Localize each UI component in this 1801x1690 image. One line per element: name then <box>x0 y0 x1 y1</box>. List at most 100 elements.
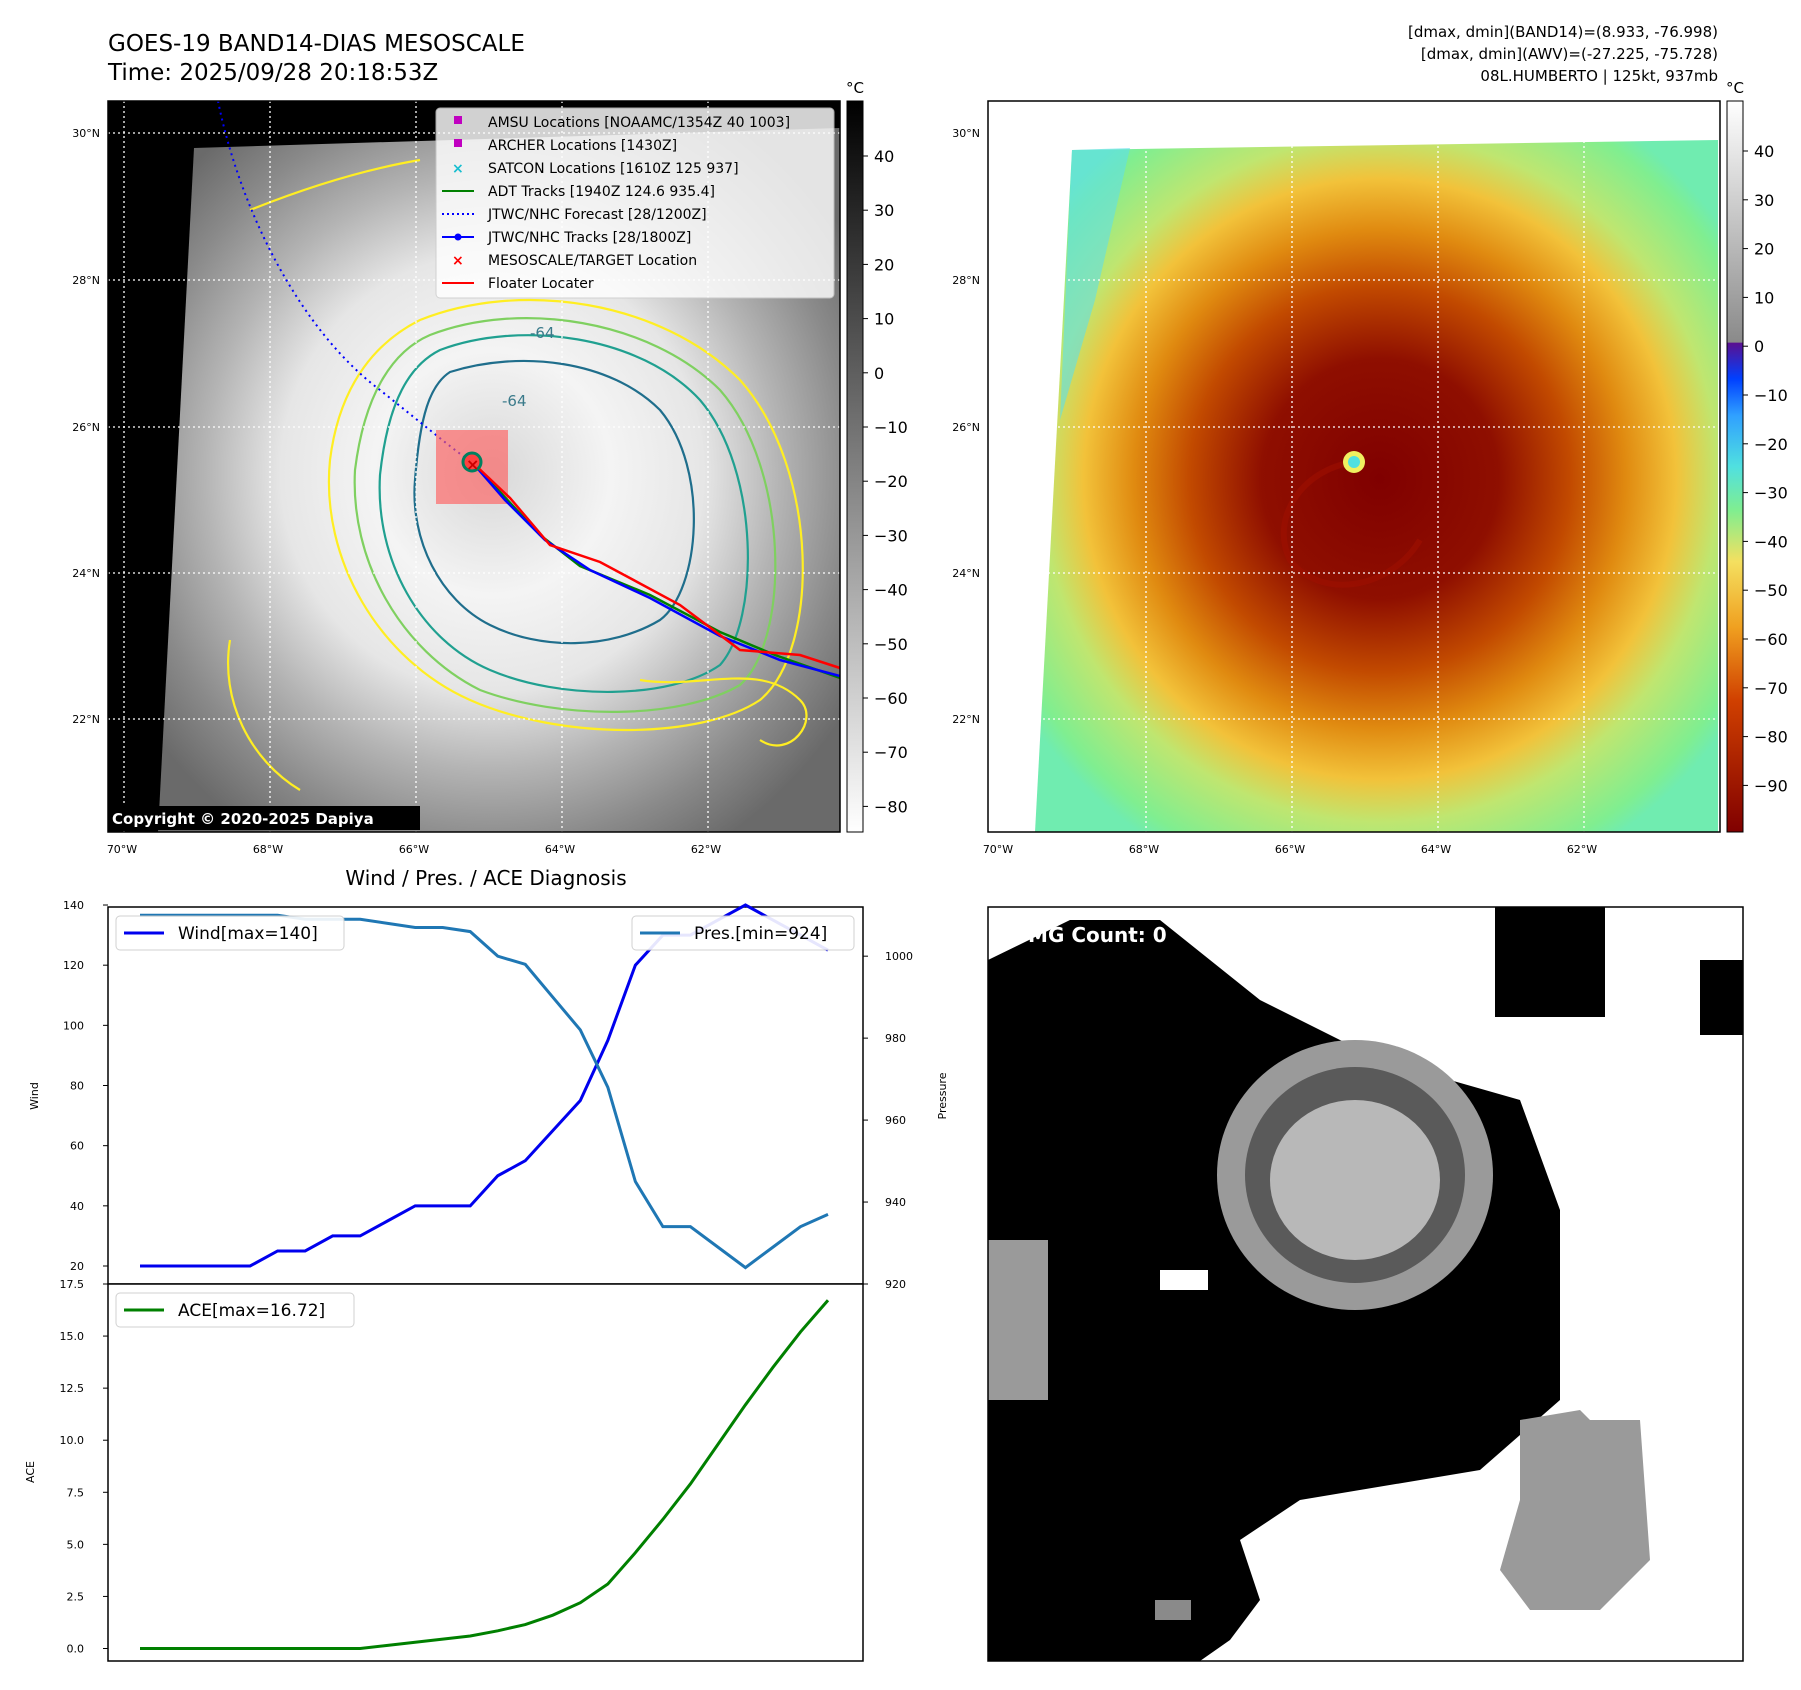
ir-cbar-tick-label-4: 0 <box>874 364 884 383</box>
ir-colorbar-unit: °C <box>846 79 864 97</box>
pressure-tick-label-1: 940 <box>885 1196 906 1209</box>
pressure-tick-label-3: 980 <box>885 1032 906 1045</box>
ace-tick-label-1: 2.5 <box>67 1590 85 1603</box>
awv-dry-patch <box>1060 148 1130 420</box>
wind-tick-label-5: 120 <box>63 959 84 972</box>
awv-gridlines <box>988 101 1720 832</box>
awv-lon-label-64: 64°W <box>1421 843 1451 856</box>
ir-frame <box>107 100 841 833</box>
awv-lat-label-30: 30°N <box>952 127 980 140</box>
legend-jtwc: JTWC/NHC Tracks [28/1800Z] <box>487 230 691 246</box>
contour-label-inner: -64 <box>502 392 527 410</box>
wind-legend: Wind[max=140] <box>115 915 345 951</box>
awv-cbar-tick-label-3: 10 <box>1754 288 1774 307</box>
wmg-eye <box>1270 1100 1440 1260</box>
wind-tick-label-4: 100 <box>63 1019 84 1032</box>
floater-track <box>471 461 840 670</box>
awv-cbar-tick-label-5: −10 <box>1754 386 1788 405</box>
legend-marker-amsu <box>454 116 462 124</box>
ir-cbar-tick-label-11: −70 <box>874 743 908 762</box>
legend-dot-jtwc <box>454 233 462 241</box>
lon-label-62: 62°W <box>691 843 721 856</box>
ir-cbar-tick-label-10: −60 <box>874 689 908 708</box>
awv-lon-label-68: 68°W <box>1129 843 1159 856</box>
awv-lon-label-66: 66°W <box>1275 843 1305 856</box>
awv-cbar-tick-label-6: −20 <box>1754 435 1788 454</box>
target-x-marker: × <box>466 455 479 474</box>
pressure-tick-label-2: 960 <box>885 1114 906 1127</box>
ir-cbar-tick-label-8: −40 <box>874 581 908 600</box>
lon-label-66: 66°W <box>399 843 429 856</box>
pressure-series-line <box>140 913 829 1270</box>
wind-ylabel: Wind <box>28 1082 41 1110</box>
lat-label-22: 22°N <box>72 713 100 726</box>
wind-tick-label-6: 140 <box>63 899 84 912</box>
forecast-track <box>217 101 473 463</box>
wind-tick-label-1: 40 <box>70 1200 84 1213</box>
ace-tick-label-3: 7.5 <box>67 1486 85 1499</box>
legend-satcon: SATCON Locations [1610Z 125 937] <box>488 161 739 177</box>
ir-cbar-tick-label-2: 20 <box>874 255 894 274</box>
legend-marker-satcon: × <box>452 161 464 177</box>
ace-ylabel: ACE <box>24 1461 37 1483</box>
wmg-gray-edge <box>988 1240 1048 1400</box>
awv-map-panel: 30°N 28°N 26°N 24°N 22°N 70°W 68°W 66°W … <box>952 79 1788 856</box>
wmg-panel: WMG Count: 0 <box>987 906 1744 1662</box>
lat-label-26: 26°N <box>72 421 100 434</box>
storm-info: 08L.HUMBERTO | 125kt, 937mb <box>1480 67 1718 85</box>
lat-label-28: 28°N <box>72 274 100 287</box>
ace-legend: ACE[max=16.72] <box>115 1292 355 1328</box>
pressure-legend-label: Pres.[min=924] <box>694 924 827 944</box>
wind-tick-label-3: 80 <box>70 1080 84 1093</box>
awv-colorbar-ticks: 40 30 20 10 0 −10 −20 −30 −40 −50 −60 −70 −80 −90 <box>1743 142 1788 795</box>
pressure-legend: Pres.[min=924] <box>631 915 855 951</box>
ir-contours <box>227 158 808 791</box>
awv-spiral-band <box>1280 459 1423 588</box>
awv-cbar-tick-label-0: 40 <box>1754 142 1774 161</box>
legend-adt: ADT Tracks [1940Z 124.6 935.4] <box>488 184 715 200</box>
pressure-legend-box <box>631 915 855 951</box>
ace-legend-box <box>115 1292 355 1328</box>
wind-tick-label-2: 60 <box>70 1140 84 1153</box>
lon-label-68: 68°W <box>253 843 283 856</box>
wmg-gray-blob <box>1500 1410 1650 1610</box>
lon-label-70: 70°W <box>107 843 137 856</box>
legend-archer: ARCHER Locations [1430Z] <box>488 138 677 154</box>
wmg-gray-spot <box>1155 1600 1191 1620</box>
ace-axis-ticks: 0.0 2.5 5.0 7.5 10.0 12.5 15.0 17.5 <box>60 1278 108 1656</box>
ace-tick-label-0: 0.0 <box>67 1643 85 1656</box>
pressure-tick-label-0: 920 <box>885 1278 906 1291</box>
storm-eye-marker <box>461 451 483 473</box>
awv-cbar-tick-label-12: −80 <box>1754 728 1788 747</box>
awv-cbar-tick-label-7: −30 <box>1754 484 1788 503</box>
ace-frame <box>107 1283 864 1662</box>
awv-cbar-tick-label-2: 20 <box>1754 240 1774 259</box>
ir-colorbar-ticks: 40 30 20 10 0 −10 −20 −30 −40 −50 −60 −70 −80 <box>863 147 908 816</box>
awv-lat-label-28: 28°N <box>952 274 980 287</box>
awv-cbar-tick-label-4: 0 <box>1754 337 1764 356</box>
figure-title: GOES-19 BAND14-DIAS MESOSCALE <box>108 31 525 57</box>
awv-cbar-tick-label-13: −90 <box>1754 776 1788 795</box>
jtwc-track <box>471 461 840 678</box>
legend-floater: Floater Locater <box>488 276 594 292</box>
ace-tick-label-7: 17.5 <box>60 1278 85 1291</box>
copyright-text: Copyright © 2020-2025 Dapiya <box>112 810 374 828</box>
legend-forecast: JTWC/NHC Forecast [28/1200Z] <box>487 207 707 223</box>
awv-cbar-tick-label-10: −60 <box>1754 630 1788 649</box>
ir-cbar-tick-label-6: −20 <box>874 472 908 491</box>
ir-cbar-tick-label-7: −30 <box>874 526 908 545</box>
pressure-tick-label-4: 1000 <box>885 950 913 963</box>
ace-tick-label-5: 12.5 <box>60 1382 85 1395</box>
ace-tick-label-6: 15.0 <box>60 1330 85 1343</box>
ace-chart: ACE 0.0 2.5 5.0 7.5 10.0 12.5 15.0 17.5 ACE[max… <box>24 1278 864 1662</box>
ir-cbar-tick-label-5: −10 <box>874 418 908 437</box>
copyright-box <box>108 806 420 830</box>
ace-tick-label-2: 5.0 <box>67 1538 85 1551</box>
awv-lat-label-24: 24°N <box>952 567 980 580</box>
awv-colorbar-unit: °C <box>1726 79 1744 97</box>
ir-cbar-tick-label-0: 40 <box>874 147 894 166</box>
wmg-count-label: WMG Count: 0 <box>1006 923 1167 947</box>
awv-cbar-tick-label-8: −40 <box>1754 532 1788 551</box>
ace-series-line <box>140 1299 830 1651</box>
awv-eye <box>1348 456 1360 468</box>
